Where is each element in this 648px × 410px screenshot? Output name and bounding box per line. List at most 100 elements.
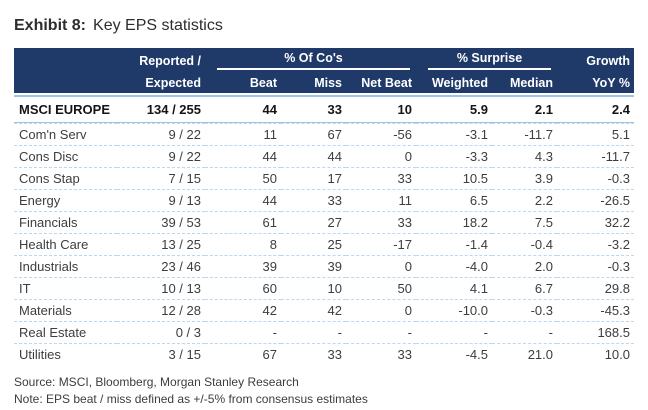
summary-row-label: MSCI EUROPE: [14, 95, 117, 123]
col-group-reported: Reported /: [117, 48, 205, 70]
table-cell: -: [416, 321, 492, 343]
table-cell: -: [346, 321, 416, 343]
table-cell: -10.0: [416, 299, 492, 321]
table-cell: 21.0: [492, 343, 557, 365]
table-cell: 18.2: [416, 211, 492, 233]
table-cell: 23 / 46: [117, 255, 205, 277]
table-cell: 25: [281, 233, 346, 255]
table-cell: -0.3: [557, 255, 634, 277]
table-cell: 10 / 13: [117, 277, 205, 299]
table-cell: -: [281, 321, 346, 343]
table-cell: 4.1: [416, 277, 492, 299]
table-cell: 6.7: [492, 277, 557, 299]
table-cell: 10: [281, 277, 346, 299]
table-cell: 0: [346, 255, 416, 277]
table-row: Energy 9 / 13 44 33 11 6.5 2.2 -26.5: [14, 189, 634, 211]
table-cell: 12 / 28: [117, 299, 205, 321]
row-label: Utilities: [14, 343, 117, 365]
col-header-yoy: YoY %: [557, 70, 634, 95]
header-sub-row: Expected Beat Miss Net Beat Weighted Med…: [14, 70, 634, 95]
table-header: Reported / % Of Co's % Surprise Growth E…: [14, 48, 634, 95]
summary-cell: 10: [346, 95, 416, 123]
table-cell: -: [205, 321, 281, 343]
table-cell: 10.0: [557, 343, 634, 365]
exhibit-number: Exhibit 8:: [14, 17, 87, 34]
table-row: Cons Stap 7 / 15 50 17 33 10.5 3.9 -0.3: [14, 167, 634, 189]
note-line: Note: EPS beat / miss defined as +/-5% f…: [14, 392, 368, 406]
table-cell: 27: [281, 211, 346, 233]
table-cell: 2.2: [492, 189, 557, 211]
table-cell: 44: [205, 189, 281, 211]
row-label: Com'n Serv: [14, 123, 117, 145]
col-group-growth: Growth: [557, 48, 634, 70]
table-cell: 9 / 22: [117, 145, 205, 167]
row-label: Cons Stap: [14, 167, 117, 189]
col-header-weighted: Weighted: [416, 70, 492, 95]
table-cell: 13 / 25: [117, 233, 205, 255]
summary-cell: 5.9: [416, 95, 492, 123]
table-row: Health Care 13 / 25 8 25 -17 -1.4 -0.4 -…: [14, 233, 634, 255]
table-cell: 0 / 3: [117, 321, 205, 343]
table-cell: 0: [346, 299, 416, 321]
header-corner-cell: [14, 48, 117, 70]
table-row: Utilities 3 / 15 67 33 33 -4.5 21.0 10.0: [14, 343, 634, 365]
table-cell: -0.3: [557, 167, 634, 189]
table-cell: -3.2: [557, 233, 634, 255]
col-group-surprise-label: % Surprise: [428, 51, 551, 70]
summary-row: MSCI EUROPE 134 / 255 44 33 10 5.9 2.1 2…: [14, 95, 634, 123]
table-cell: 17: [281, 167, 346, 189]
table-cell: 42: [281, 299, 346, 321]
col-header-expected: Expected: [117, 70, 205, 95]
table-cell: 168.5: [557, 321, 634, 343]
col-group-surprise: % Surprise: [416, 48, 557, 70]
table-cell: -: [492, 321, 557, 343]
table-cell: 0: [346, 145, 416, 167]
footnotes: Source: MSCI, Bloomberg, Morgan Stanley …: [14, 374, 634, 408]
table-cell: 33: [346, 211, 416, 233]
row-label: Industrials: [14, 255, 117, 277]
table-cell: 50: [205, 167, 281, 189]
table-row: IT 10 / 13 60 10 50 4.1 6.7 29.8: [14, 277, 634, 299]
table-cell: 11: [205, 123, 281, 145]
table-cell: 33: [346, 167, 416, 189]
table-cell: 33: [281, 343, 346, 365]
table-cell: 60: [205, 277, 281, 299]
row-label: Energy: [14, 189, 117, 211]
header-group-row: Reported / % Of Co's % Surprise Growth: [14, 48, 634, 70]
col-header-miss: Miss: [281, 70, 346, 95]
table-cell: 7.5: [492, 211, 557, 233]
table-row: Com'n Serv 9 / 22 11 67 -56 -3.1 -11.7 5…: [14, 123, 634, 145]
col-header-beat: Beat: [205, 70, 281, 95]
table-row: Materials 12 / 28 42 42 0 -10.0 -0.3 -45…: [14, 299, 634, 321]
exhibit-title: Exhibit 8: Key EPS statistics: [14, 17, 634, 35]
table-cell: -45.3: [557, 299, 634, 321]
table-cell: 5.1: [557, 123, 634, 145]
table-cell: 67: [281, 123, 346, 145]
summary-cell: 33: [281, 95, 346, 123]
table-body: MSCI EUROPE 134 / 255 44 33 10 5.9 2.1 2…: [14, 95, 634, 365]
table-cell: 11: [346, 189, 416, 211]
table-cell: 29.8: [557, 277, 634, 299]
table-row: Financials 39 / 53 61 27 33 18.2 7.5 32.…: [14, 211, 634, 233]
table-cell: -0.4: [492, 233, 557, 255]
table-cell: -3.3: [416, 145, 492, 167]
row-label: IT: [14, 277, 117, 299]
table-cell: 44: [205, 145, 281, 167]
table-cell: 9 / 22: [117, 123, 205, 145]
table-cell: 8: [205, 233, 281, 255]
table-cell: -4.0: [416, 255, 492, 277]
table-cell: 10.5: [416, 167, 492, 189]
col-group-of-cos: % Of Co's: [205, 48, 416, 70]
table-cell: 33: [281, 189, 346, 211]
table-cell: 9 / 13: [117, 189, 205, 211]
table-cell: -0.3: [492, 299, 557, 321]
exhibit-name: Key EPS statistics: [93, 17, 223, 34]
table-row: Industrials 23 / 46 39 39 0 -4.0 2.0 -0.…: [14, 255, 634, 277]
summary-cell: 2.4: [557, 95, 634, 123]
header-empty-cell: [14, 70, 117, 95]
table-row: Cons Disc 9 / 22 44 44 0 -3.3 4.3 -11.7: [14, 145, 634, 167]
table-cell: 61: [205, 211, 281, 233]
col-header-net-beat: Net Beat: [346, 70, 416, 95]
row-label: Real Estate: [14, 321, 117, 343]
